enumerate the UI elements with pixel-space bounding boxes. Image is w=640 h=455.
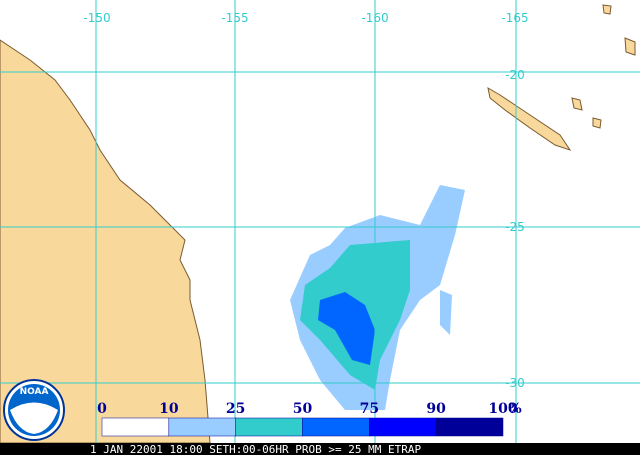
island <box>571 97 583 111</box>
island <box>602 4 612 15</box>
legend-swatch <box>235 417 303 437</box>
legend-swatch <box>369 417 437 437</box>
legend-label: 50 <box>293 401 313 417</box>
lon-label: -165 <box>501 11 528 25</box>
legend-swatch <box>168 417 236 437</box>
legend-label: 90 <box>426 401 446 417</box>
logo-bird <box>10 402 58 434</box>
logo: NOAA <box>3 379 65 441</box>
footer-bar <box>0 443 640 455</box>
lon-label: -150 <box>83 11 110 25</box>
legend-label: 75 <box>360 401 379 417</box>
lat-label: -30 <box>505 376 525 390</box>
island <box>487 87 572 151</box>
lat-label: -25 <box>505 220 525 234</box>
legend-swatch <box>101 417 170 437</box>
island <box>624 37 636 56</box>
logo-text: NOAA <box>20 387 49 397</box>
precip-50 <box>318 292 375 365</box>
lat-label: -20 <box>505 68 525 82</box>
land <box>0 39 211 444</box>
legend-label: 0 <box>97 401 107 417</box>
legend-unit: % <box>508 401 521 417</box>
lon-label: -160 <box>361 11 388 25</box>
legend: 0 10 25 50 75 90 100% <box>97 401 522 437</box>
legend-label: 25 <box>226 401 245 417</box>
lon-label: -155 <box>221 11 248 25</box>
legend-swatch <box>302 417 370 437</box>
footer-text: 1 JAN 22001 18:00 SETH:00-06HR PROB >= 2… <box>90 443 422 455</box>
precip-10 <box>440 290 452 335</box>
island <box>592 117 602 129</box>
grid <box>0 0 640 443</box>
legend-label: 100 <box>488 401 517 417</box>
legend-swatch <box>435 417 504 437</box>
legend-label: 10 <box>159 401 179 417</box>
